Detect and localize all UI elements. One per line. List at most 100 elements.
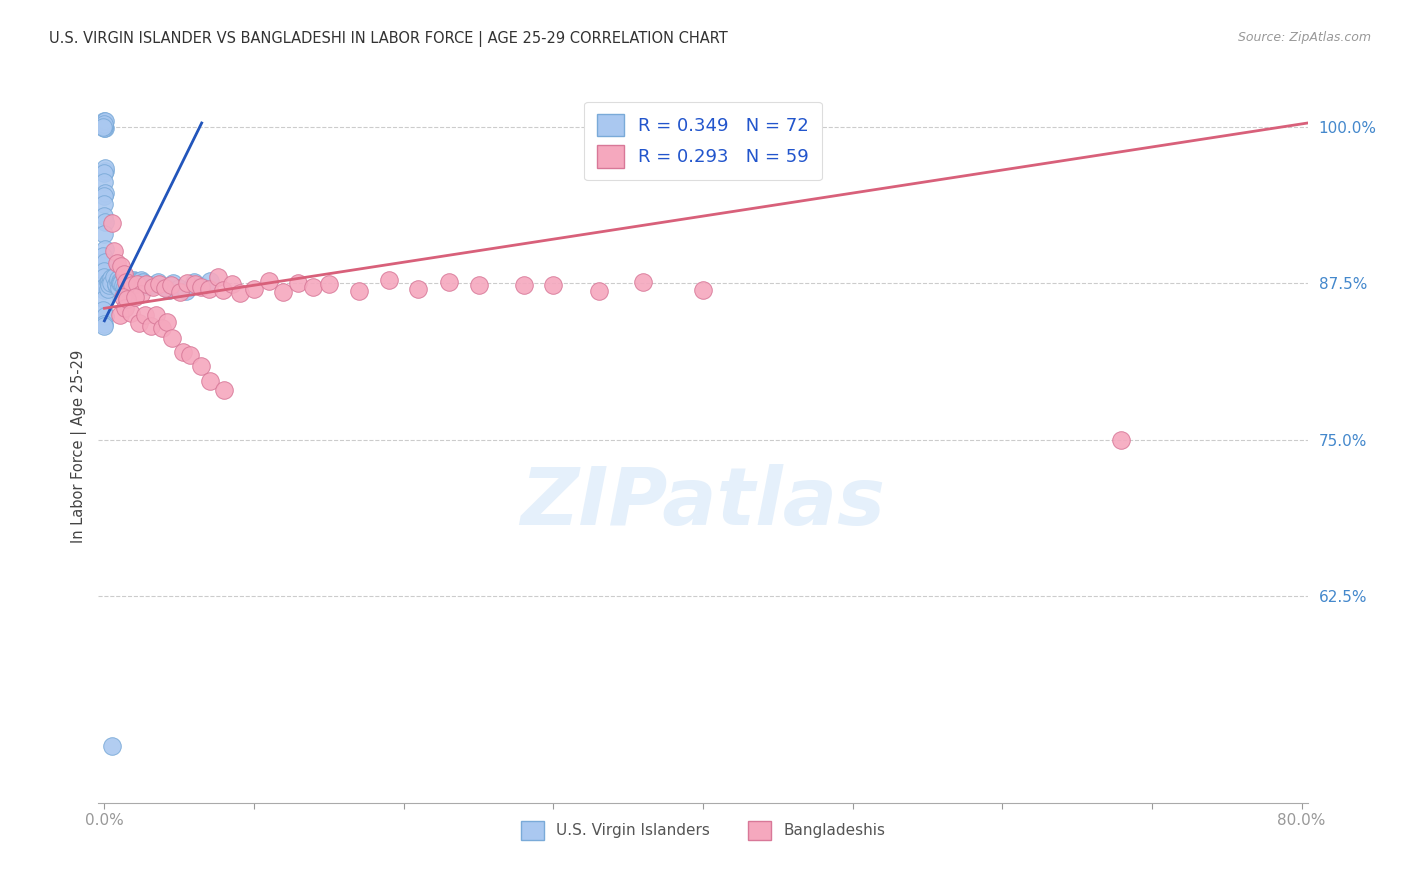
Point <box>198 374 221 388</box>
Point <box>150 321 173 335</box>
Point <box>378 272 401 286</box>
Point <box>134 308 156 322</box>
Point <box>93 215 115 229</box>
Point <box>287 277 309 291</box>
Point <box>229 286 252 301</box>
Point <box>93 280 115 294</box>
Point <box>541 277 564 292</box>
Point <box>112 267 135 281</box>
Point <box>212 283 235 297</box>
Point <box>184 277 207 291</box>
Point <box>142 280 165 294</box>
Point <box>98 278 121 293</box>
Point <box>114 269 136 284</box>
Point <box>93 270 115 285</box>
Point <box>148 276 170 290</box>
Point <box>93 166 115 180</box>
Point <box>142 278 165 293</box>
Point <box>118 279 141 293</box>
Point <box>103 269 125 284</box>
Point <box>97 282 120 296</box>
Point <box>93 114 115 128</box>
Point <box>115 275 138 289</box>
Point <box>108 281 131 295</box>
Point <box>437 275 460 289</box>
Point <box>176 276 198 290</box>
Point <box>631 275 654 289</box>
Legend: U.S. Virgin Islanders, Bangladeshis: U.S. Virgin Islanders, Bangladeshis <box>512 812 894 848</box>
Point <box>190 359 212 374</box>
Point <box>122 273 145 287</box>
Point <box>93 189 115 203</box>
Point <box>120 306 142 320</box>
Point <box>159 278 181 293</box>
Text: Source: ZipAtlas.com: Source: ZipAtlas.com <box>1237 31 1371 45</box>
Point <box>157 283 180 297</box>
Point <box>93 119 115 133</box>
Point <box>94 278 117 293</box>
Point <box>93 292 115 306</box>
Point <box>155 280 177 294</box>
Point <box>129 272 152 286</box>
Point <box>259 274 281 288</box>
Point <box>93 209 115 223</box>
Point <box>94 161 117 175</box>
Point <box>93 175 115 189</box>
Point <box>156 314 179 328</box>
Point <box>93 317 115 331</box>
Point <box>115 277 138 292</box>
Point <box>115 292 138 306</box>
Point <box>169 285 191 299</box>
Point <box>273 285 295 300</box>
Point <box>347 285 370 299</box>
Point <box>108 309 131 323</box>
Point <box>118 274 141 288</box>
Text: U.S. VIRGIN ISLANDER VS BANGLADESHI IN LABOR FORCE | AGE 25-29 CORRELATION CHART: U.S. VIRGIN ISLANDER VS BANGLADESHI IN L… <box>49 31 728 47</box>
Point <box>98 274 121 288</box>
Point <box>107 275 129 289</box>
Point <box>110 259 132 273</box>
Point <box>190 279 212 293</box>
Point <box>93 114 115 128</box>
Point <box>97 275 120 289</box>
Point <box>100 216 122 230</box>
Point <box>100 276 122 290</box>
Point <box>145 308 167 322</box>
Point <box>93 318 115 333</box>
Point <box>198 282 221 296</box>
Point <box>107 272 129 286</box>
Point <box>105 277 128 292</box>
Point <box>105 256 128 270</box>
Point <box>406 282 429 296</box>
Point <box>93 227 115 241</box>
Point <box>94 255 117 269</box>
Point <box>692 283 714 297</box>
Point <box>135 277 157 292</box>
Point <box>468 278 491 293</box>
Point <box>114 301 136 316</box>
Point <box>93 120 115 135</box>
Point <box>172 344 194 359</box>
Point <box>588 285 610 299</box>
Point <box>167 281 190 295</box>
Point <box>93 120 115 134</box>
Point <box>212 383 235 397</box>
Point <box>162 276 184 290</box>
Point <box>93 117 115 131</box>
Point <box>148 277 170 292</box>
Point <box>242 282 264 296</box>
Point <box>93 120 115 135</box>
Point <box>160 331 183 345</box>
Point <box>513 278 536 293</box>
Point <box>110 276 132 290</box>
Point <box>112 290 135 304</box>
Point <box>138 277 160 292</box>
Point <box>174 284 197 298</box>
Point <box>302 280 325 294</box>
Point <box>94 164 117 178</box>
Point <box>108 274 131 288</box>
Point <box>132 275 155 289</box>
Point <box>198 274 221 288</box>
Point <box>124 290 146 304</box>
Point <box>139 319 162 334</box>
